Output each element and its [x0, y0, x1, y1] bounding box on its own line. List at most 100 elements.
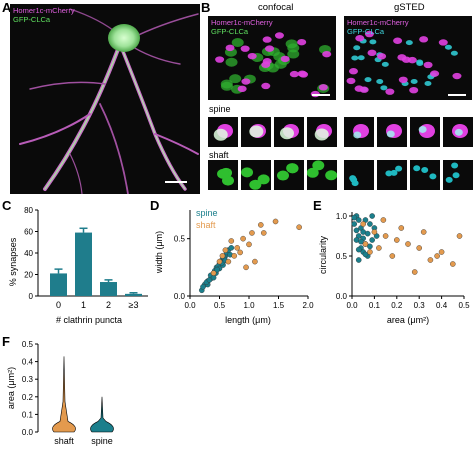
y-tick-label: 0.0	[22, 428, 34, 437]
clathrin-spot	[380, 85, 388, 91]
chart-c-ylabel: % synapses	[8, 237, 18, 286]
spine-point	[358, 238, 364, 245]
homer-spot	[348, 68, 358, 75]
shaft-point	[367, 249, 373, 255]
clathrin-spot	[249, 125, 264, 138]
chart-c: % synapses # clathrin puncta 0 20 40 60 80 0 1…	[8, 206, 148, 325]
shaft-point	[219, 253, 226, 259]
shaft-point	[243, 264, 249, 271]
shaft-point	[228, 238, 235, 244]
spine-point	[228, 245, 235, 251]
clathrin-spot	[351, 180, 359, 187]
x-tick-label: 0.2	[391, 301, 403, 310]
panel-letter-b: B	[201, 0, 211, 15]
homer-spot	[409, 86, 419, 94]
shaft-point	[362, 241, 369, 247]
homer-spot	[377, 53, 387, 60]
bar	[50, 273, 67, 296]
x-tick-label: 0.3	[414, 301, 426, 310]
x-tick-label: 0.0	[184, 301, 196, 310]
chart-d-legend-shaft: shaft	[196, 220, 216, 230]
shaft-point	[416, 245, 422, 251]
spine-point	[200, 284, 206, 290]
zoom-tile	[274, 117, 304, 147]
scale-bar	[448, 94, 466, 96]
clathrin-spot	[217, 168, 230, 179]
chart-c-xlabel: # clathrin puncta	[56, 315, 122, 325]
homer-spot	[262, 58, 272, 65]
zoom-tile	[241, 160, 271, 190]
shaft-point	[296, 224, 302, 231]
a-green-label: GFP-CLCa	[13, 15, 51, 24]
y-tick-label: 0.0	[174, 292, 186, 301]
y-tick-label: 0.5	[174, 235, 186, 244]
clathrin-spot	[410, 79, 418, 85]
clathrin-spot	[225, 57, 238, 67]
spine-violin	[90, 396, 114, 433]
chart-d-ylabel: width (μm)	[154, 231, 164, 274]
y-tick-label: 60	[24, 228, 33, 237]
clathrin-spot	[429, 173, 437, 180]
clathrin-spot	[376, 79, 384, 85]
shaft-point	[411, 269, 418, 275]
shaft-point	[225, 258, 232, 265]
clathrin-spot	[325, 170, 337, 181]
spine-point	[355, 246, 362, 253]
homer-spot	[359, 86, 369, 93]
zoom-tile	[208, 160, 238, 190]
shaft-point	[376, 245, 382, 251]
homer-spot	[385, 88, 395, 95]
clathrin-spot	[454, 128, 463, 136]
homer-spot	[237, 85, 247, 93]
clathrin-spot	[229, 74, 242, 84]
x-tick-label: ≥3	[129, 300, 139, 310]
shaft-point	[216, 258, 223, 265]
clathrin-spot	[279, 127, 294, 140]
spine-point	[214, 266, 220, 273]
spine-point	[362, 251, 369, 258]
shaft-label: shaft	[209, 150, 229, 160]
x-tick-label: 2.0	[302, 301, 314, 310]
clathrin-spot	[307, 167, 319, 178]
shaft-point	[438, 249, 445, 255]
x-tick-label: 0.5	[458, 301, 470, 310]
spine-point	[351, 221, 358, 227]
clathrin-spot	[405, 40, 413, 46]
clathrin-spot	[249, 179, 262, 190]
shaft-point	[456, 233, 463, 239]
y-tick-label: 0.5	[22, 340, 34, 349]
clathrin-spot	[450, 50, 458, 56]
homer-spot	[289, 70, 299, 78]
panel-letter-e: E	[313, 198, 322, 213]
homer-spot	[364, 30, 374, 38]
shaft-point	[434, 253, 440, 259]
scale-bar	[312, 94, 330, 96]
shaft-point	[420, 229, 427, 235]
zoom-tile	[208, 117, 238, 147]
clathrin-spot	[364, 77, 372, 83]
clathrin-spot	[353, 131, 362, 139]
homer-spot	[423, 61, 433, 69]
clathrin-spot	[385, 170, 393, 177]
spine-point	[364, 230, 371, 237]
clathrin-spot	[274, 59, 287, 69]
clathrin-spot	[286, 163, 299, 174]
chart-e: circularity area (μm²) 0.0 0.1 0.2 0.3 0.4 0.…	[318, 212, 470, 325]
clathrin-spot	[390, 169, 398, 176]
zoom-tile	[307, 160, 337, 190]
spine-point	[353, 227, 360, 234]
clathrin-spot	[413, 165, 421, 172]
chart-e-ylabel: circularity	[318, 236, 328, 275]
homer-spot	[430, 70, 440, 77]
homer-spot	[265, 45, 275, 52]
x-tick-label: 2	[106, 300, 111, 310]
shaft-point	[258, 222, 264, 228]
bar	[100, 282, 117, 296]
homer-spot	[240, 45, 250, 52]
y-tick-label: 40	[24, 249, 33, 258]
shaft-point	[240, 235, 246, 242]
gsted-title: gSTED	[394, 2, 425, 13]
b-sted-red-label: Homer1c-mCherry	[347, 18, 409, 27]
clathrin-spot	[418, 125, 427, 133]
clathrin-spot	[416, 60, 424, 66]
